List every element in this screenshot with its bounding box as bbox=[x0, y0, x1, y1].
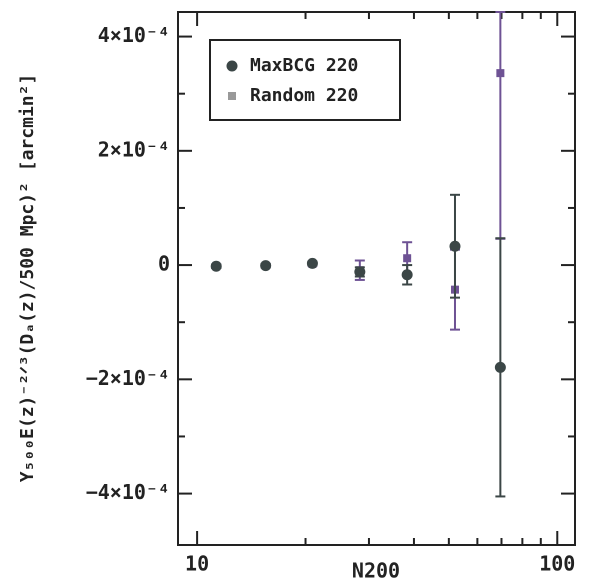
x-tick-label: 100 bbox=[539, 552, 575, 576]
point bbox=[260, 260, 272, 272]
point bbox=[403, 254, 412, 263]
point bbox=[401, 269, 413, 281]
y-axis-label: Y₅₀₀E(z)⁻²ᐟ³(Dₐ(z)/500 Mpc)² [arcmin²] bbox=[17, 74, 38, 483]
x-axis-label: N200 bbox=[352, 559, 400, 582]
plot-frame bbox=[177, 11, 576, 546]
y-tick-label: 2×10⁻⁴ bbox=[98, 137, 170, 161]
legend-label: Random 220 bbox=[250, 85, 358, 106]
y-tick-label: −4×10⁻⁴ bbox=[86, 480, 170, 504]
legend-marker bbox=[226, 60, 238, 72]
error-bar bbox=[495, 11, 506, 240]
legend-label: MaxBCG 220 bbox=[250, 55, 358, 76]
y-tick-label: 0 bbox=[158, 252, 170, 276]
y-tick-label: 4×10⁻⁴ bbox=[98, 23, 170, 47]
point bbox=[496, 69, 505, 78]
point bbox=[354, 266, 366, 278]
point bbox=[210, 260, 222, 272]
legend-marker bbox=[228, 92, 236, 100]
y-tick-label: −2×10⁻⁴ bbox=[86, 366, 170, 390]
point bbox=[449, 240, 461, 252]
legend bbox=[209, 39, 401, 121]
x-tick-label: 10 bbox=[185, 552, 209, 576]
point bbox=[306, 257, 318, 269]
point bbox=[494, 361, 506, 373]
